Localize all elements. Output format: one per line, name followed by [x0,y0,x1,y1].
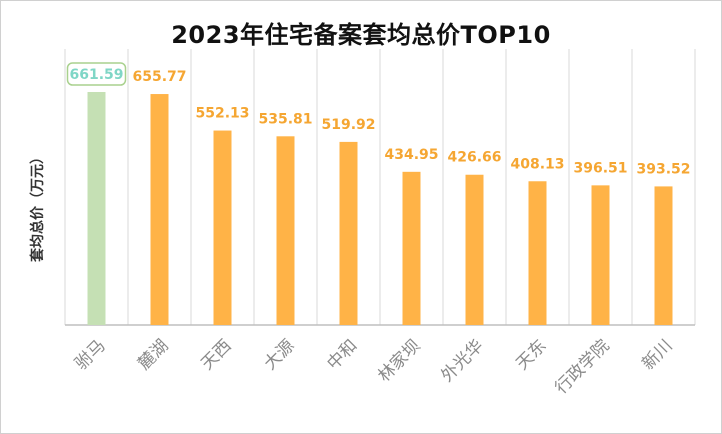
bar [87,92,106,325]
data-label-box [634,157,693,180]
data-label-box [256,107,315,130]
data-label: 426.66 [447,150,501,166]
data-label: 396.51 [573,160,627,176]
x-tick-label: 行政学院 [551,336,613,398]
data-label-box [319,112,378,135]
bar [465,174,484,325]
data-label-box [130,65,189,88]
data-label: 408.13 [510,156,564,172]
data-label-box [508,152,567,175]
data-label: 519.92 [321,117,375,133]
data-label-box [571,156,630,179]
bar [339,141,358,325]
bar [591,185,610,325]
x-tick-label: 外光华 [437,336,487,386]
bar [402,171,421,325]
bar [276,136,295,325]
x-tick-label: 林家坝 [374,336,424,386]
x-tick-label: 大源 [260,336,298,374]
x-tick-label: 新川 [638,336,676,374]
data-label-box [382,142,441,165]
data-label: 393.52 [636,161,690,177]
bar [213,130,232,325]
data-label-box [445,145,504,168]
x-tick-label: 中和 [323,336,361,374]
data-label: 661.59 [69,67,123,83]
data-label-box [66,62,127,86]
data-label: 552.13 [195,106,249,122]
data-label: 434.95 [384,147,438,163]
x-tick-label: 天西 [197,336,235,374]
chart-title: 2023年住宅备案套均总价TOP10 [171,21,551,49]
bar [150,94,169,325]
bar [528,181,547,325]
x-tick-label: 麓湖 [134,336,172,374]
bar [654,186,673,325]
data-label: 535.81 [258,111,312,127]
x-tick-label: 驸马 [71,336,109,374]
data-label-box [193,101,252,124]
data-label: 655.77 [132,69,186,85]
x-tick-label: 天东 [512,336,550,374]
